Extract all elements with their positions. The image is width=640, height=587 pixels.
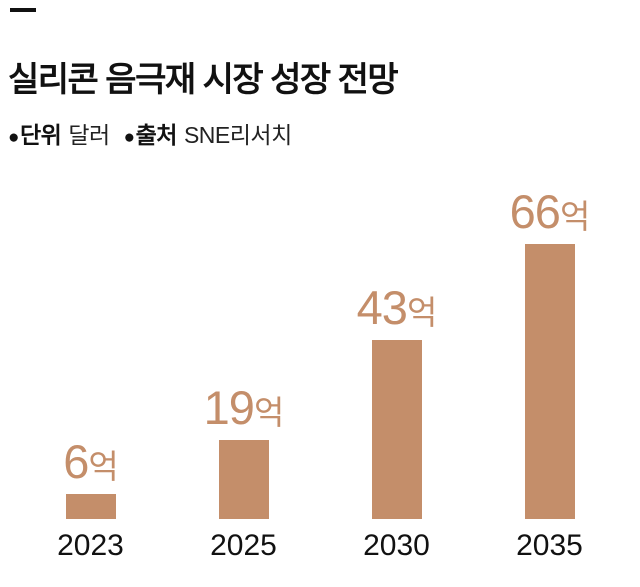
legend-source-label: 출처 [135, 122, 178, 148]
bar-2035 [524, 244, 575, 519]
x-tick-2035: 2035 [516, 529, 583, 562]
bar-value-label-2025: 19억 [203, 381, 285, 434]
legend-unit-label: 단위 [19, 122, 62, 148]
bar-column-2035: 66억 2035 [480, 188, 620, 561]
x-tick-2023: 2023 [57, 529, 124, 562]
legend-item-unit: ● 단위 달러 [8, 116, 110, 150]
bar-chart: 6억 2023 19억 2025 43억 2030 66억 2035 [0, 188, 640, 561]
bar-column-2025: 19억 2025 [174, 384, 314, 561]
bar-column-2030: 43억 2030 [327, 284, 467, 561]
bar-value-label-2035: 66억 [509, 185, 591, 238]
bar-column-2023: 6억 2023 [21, 438, 161, 561]
chart-title: 실리콘 음극재 시장 성장 전망 [8, 61, 399, 99]
legend-row: ● 단위 달러 ● 출처 SNE리서치 [8, 116, 292, 150]
legend-source-value: SNE리서치 [183, 122, 292, 148]
x-tick-2025: 2025 [210, 529, 277, 562]
x-tick-2030: 2030 [363, 529, 430, 562]
bullet-icon: ● [123, 127, 135, 148]
bullet-icon: ● [8, 127, 19, 148]
legend-unit-value: 달러 [68, 122, 110, 148]
bar-value-label-2023: 6억 [63, 435, 119, 488]
legend-item-source: ● 출처 SNE리서치 [123, 116, 293, 150]
bar-2025 [218, 440, 269, 519]
bar-2030 [371, 340, 422, 519]
bar-value-label-2030: 43억 [356, 281, 438, 334]
corner-tick-mark [10, 8, 36, 12]
bar-2023 [65, 494, 116, 519]
